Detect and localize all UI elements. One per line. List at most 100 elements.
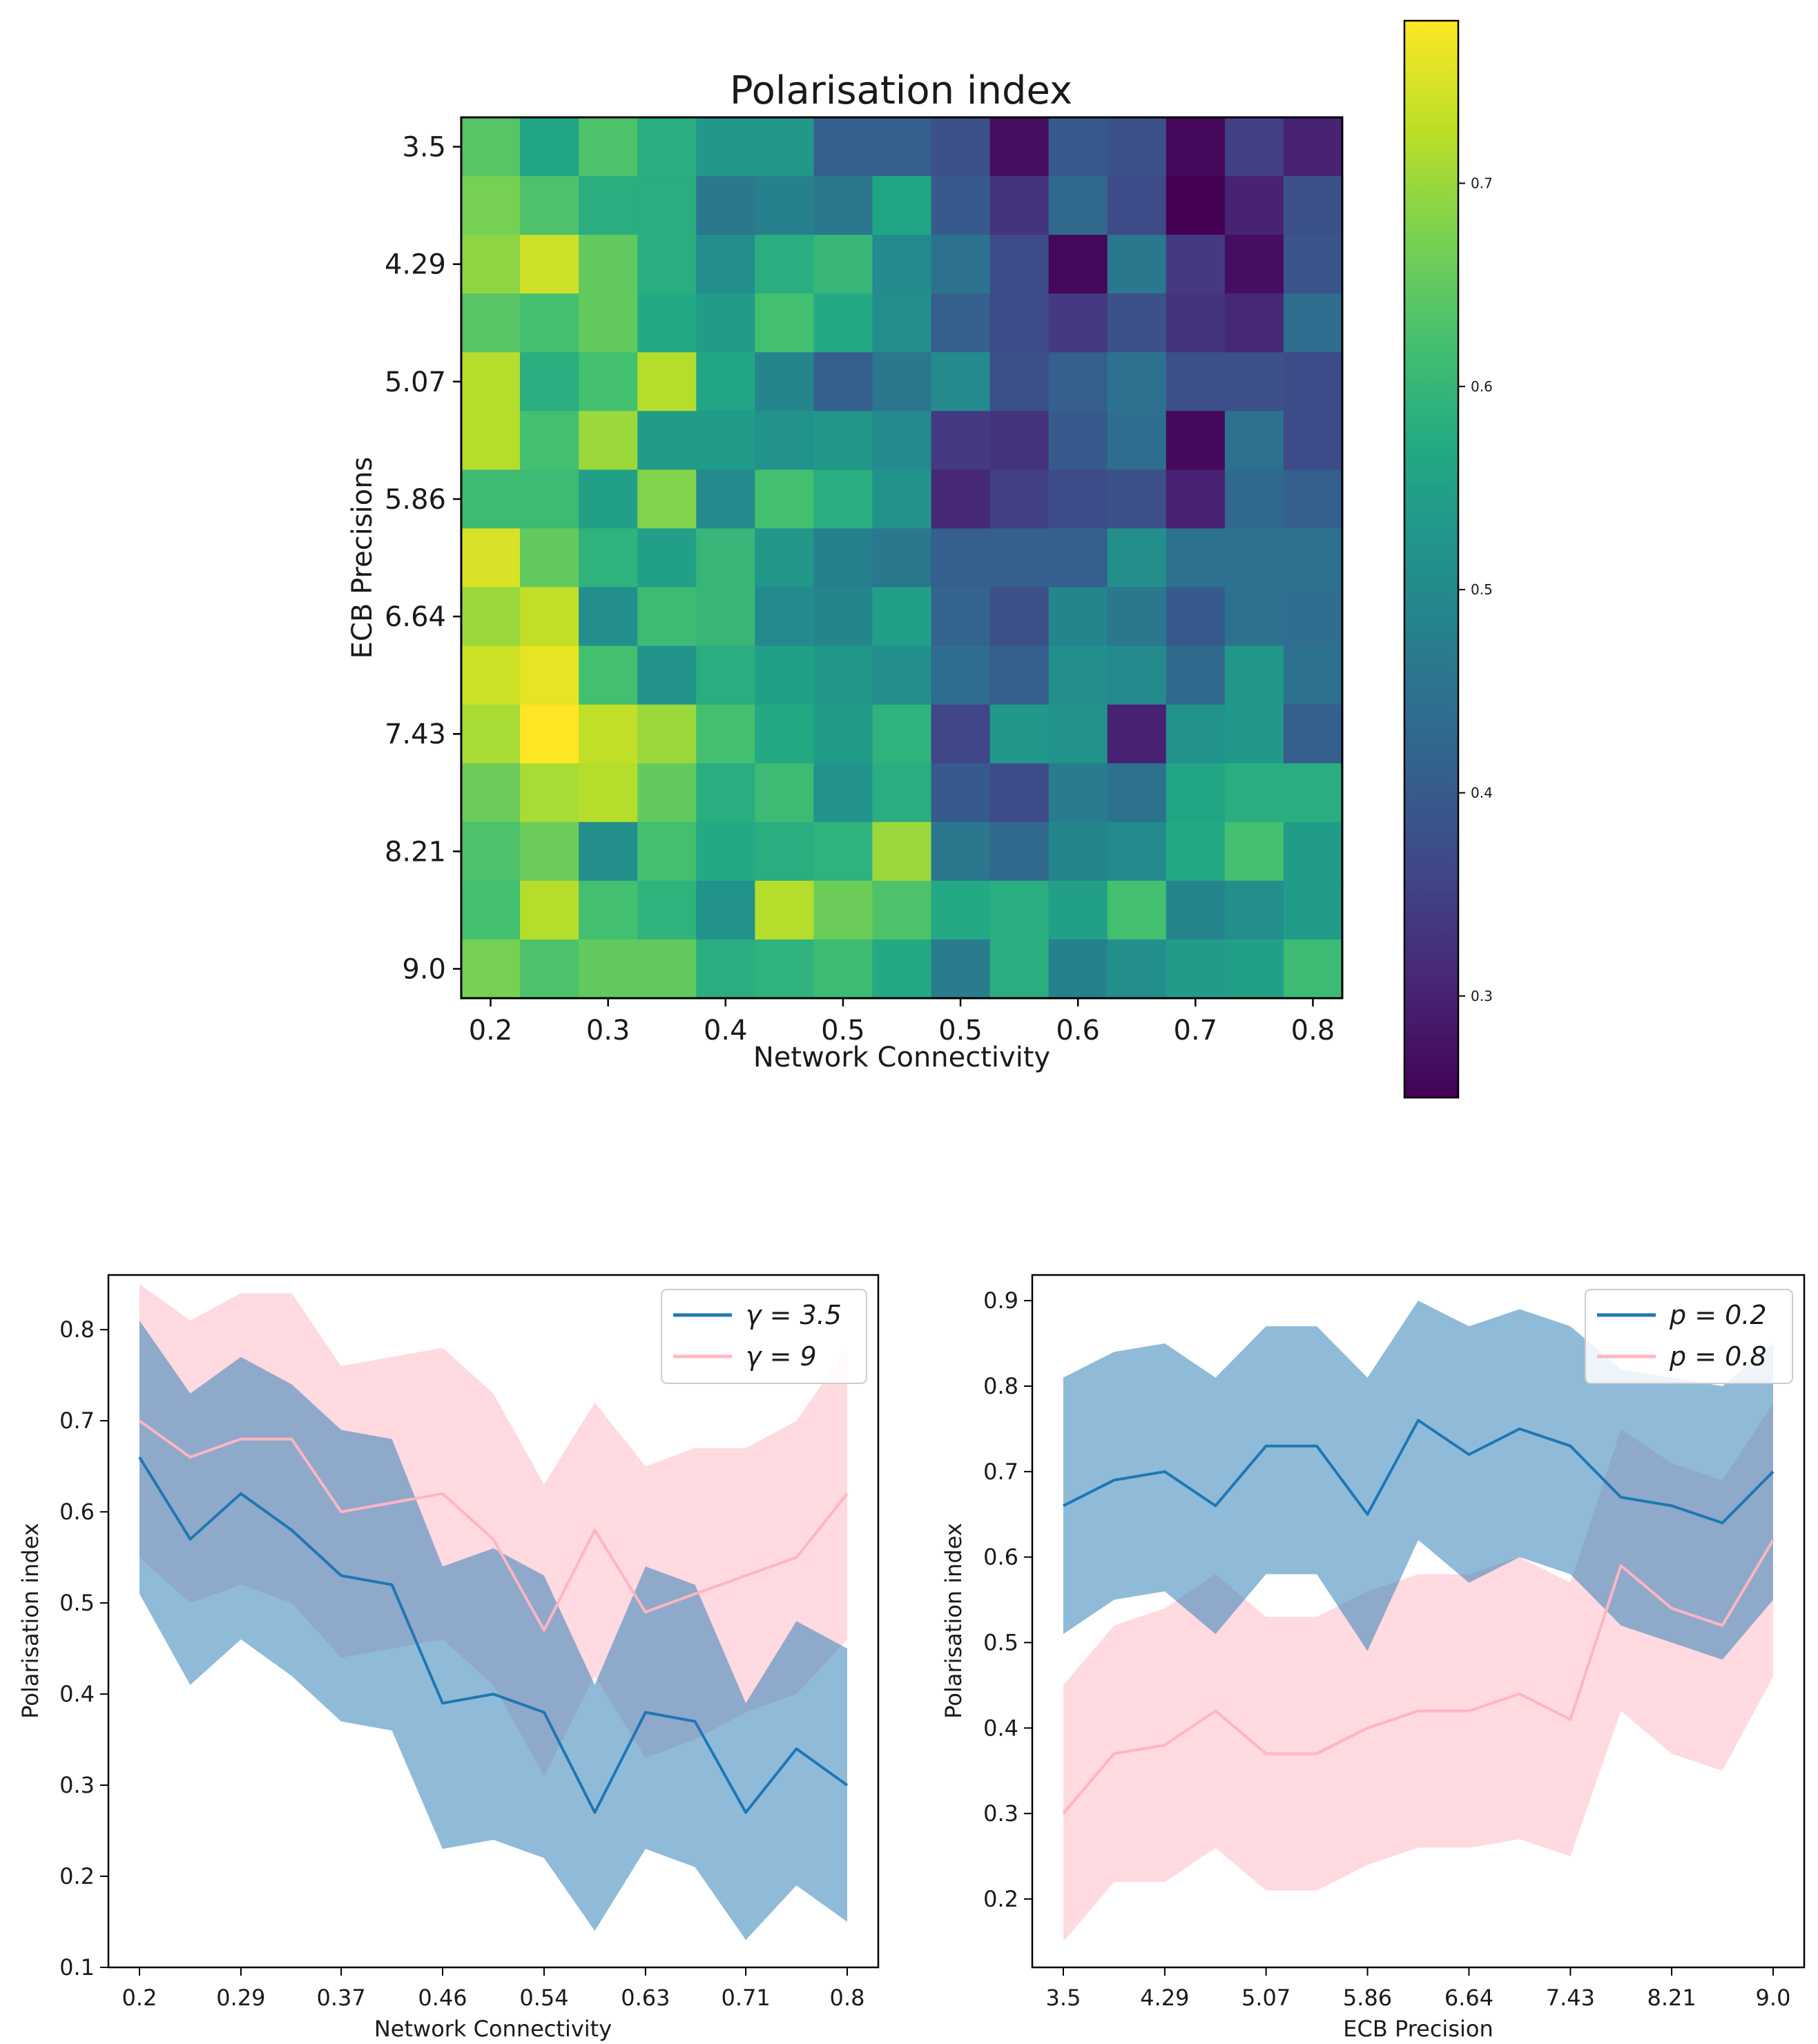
- heatmap-cell: [461, 411, 521, 470]
- heatmap-y-tick-label: 6.64: [385, 601, 446, 633]
- right-plot-y-ticks: 0.2 0.3 0.4 0.5 0.6 0.7 0.8 0.9: [983, 1287, 1032, 1912]
- right-plot-x-tick-label: 4.29: [1140, 1985, 1189, 2011]
- left-plot-y-tick-label: 0.7: [59, 1408, 95, 1434]
- heatmap-cell: [989, 763, 1050, 823]
- heatmap-cell: [1224, 469, 1284, 529]
- heatmap-cell: [520, 939, 579, 999]
- heatmap-cell: [1166, 469, 1226, 529]
- heatmap-cell: [1107, 587, 1167, 647]
- heatmap-cell: [931, 176, 991, 235]
- heatmap-cell: [461, 235, 521, 294]
- right-plot-x-tick-label: 5.07: [1241, 1985, 1290, 2011]
- heatmap-cell: [1224, 352, 1284, 411]
- right-plot-y-tick-label: 0.9: [983, 1287, 1018, 1314]
- heatmap-cell: [755, 587, 814, 647]
- left-plot-y-tick-label: 0.6: [59, 1499, 95, 1525]
- heatmap-y-tick-label: 5.86: [385, 484, 446, 516]
- heatmap-cell: [872, 235, 932, 294]
- heatmap-cell: [1166, 645, 1226, 705]
- heatmap-cell: [1107, 176, 1167, 235]
- heatmap-cell: [637, 293, 697, 353]
- heatmap-cell: [1107, 880, 1167, 940]
- heatmap-x-ticks: 0.2 0.3 0.4 0.5 0.5 0.6 0.7 0.8: [469, 998, 1335, 1047]
- heatmap-cell: [637, 939, 697, 999]
- right-plot-legend: p = 0.2 p = 0.8: [1585, 1289, 1793, 1384]
- colorbar: 0.3 0.4 0.5 0.6 0.7: [1403, 19, 1493, 1099]
- heatmap-cell: [461, 352, 521, 411]
- right-plot-y-axis-label: Polarisation index: [940, 1523, 967, 1719]
- heatmap-cell: [989, 352, 1050, 411]
- left-line-plot: 0.2 0.29 0.37 0.46 0.54 0.63 0.71 0.8 0.1 0.2 0.3…: [17, 1274, 880, 2042]
- heatmap-cell: [1283, 469, 1343, 529]
- heatmap-cell: [1283, 645, 1343, 705]
- heatmap-cell: [872, 763, 932, 823]
- heatmap-cell: [579, 117, 638, 177]
- heatmap-cell: [755, 235, 814, 294]
- heatmap-cell: [696, 176, 755, 235]
- heatmap-cell: [1107, 117, 1167, 177]
- colorbar-tick-label: 0.3: [1471, 988, 1493, 1004]
- right-plot-frame: [1031, 1274, 1806, 1969]
- heatmap-cell: [813, 880, 873, 940]
- heatmap-cell: [931, 763, 991, 823]
- right-plot-y-tick-label: 0.3: [983, 1800, 1018, 1827]
- heatmap-cell: [813, 821, 873, 882]
- left-plot-x-tick-label: 0.37: [317, 1985, 366, 2011]
- heatmap-cell: [1107, 528, 1167, 588]
- heatmap-cell: [1048, 176, 1108, 235]
- heatmap-cell: [872, 645, 932, 705]
- heatmap-cell: [579, 411, 638, 470]
- heatmap-cell: [520, 704, 579, 764]
- heatmap-cell: [637, 176, 697, 235]
- right-legend-label-blue: p = 0.2: [1669, 1300, 1767, 1330]
- heatmap-cell: [1166, 528, 1226, 588]
- heatmap-cell: [579, 176, 638, 235]
- heatmap-cell: [461, 821, 521, 882]
- right-plot-x-tick-label: 7.43: [1546, 1985, 1595, 2011]
- heatmap-cell: [461, 939, 521, 999]
- heatmap-cell: [813, 352, 873, 411]
- heatmap-cell: [1224, 763, 1284, 823]
- heatmap-cell: [1283, 587, 1343, 647]
- heatmap-cell: [1107, 469, 1167, 529]
- heatmap-cell: [872, 939, 932, 999]
- right-plot-lines: [1062, 1419, 1775, 1815]
- heatmap-cell: [872, 587, 932, 647]
- heatmap-cell: [637, 235, 697, 294]
- heatmap-cell: [755, 411, 814, 470]
- heatmap-x-tick-label: 0.5: [938, 1015, 983, 1047]
- heatmap-cell: [931, 645, 991, 705]
- heatmap-cell: [1224, 176, 1284, 235]
- heatmap-cell: [755, 880, 814, 940]
- heatmap-cell: [637, 645, 697, 705]
- left-legend-box: [661, 1289, 867, 1384]
- heatmap-cell: [989, 176, 1050, 235]
- heatmap-cell: [989, 821, 1050, 882]
- heatmap-y-tick-label: 7.43: [385, 719, 446, 750]
- heatmap-cell: [1166, 411, 1226, 470]
- heatmap-cell: [989, 704, 1050, 764]
- heatmap-cell: [1166, 939, 1226, 999]
- heatmap-cell: [931, 821, 991, 882]
- heatmap-cell: [696, 117, 755, 177]
- heatmap-cell: [579, 704, 638, 764]
- heatmap-cell: [755, 645, 814, 705]
- right-plot-confidence-band: [1063, 1301, 1773, 1660]
- heatmap-cell: [1166, 176, 1226, 235]
- heatmap-cell: [520, 763, 579, 823]
- heatmap-cell: [1224, 587, 1284, 647]
- heatmap-cell: [1107, 821, 1167, 882]
- heatmap-x-tick-label: 0.6: [1056, 1015, 1100, 1047]
- heatmap-cell: [1166, 763, 1226, 823]
- right-legend-box: [1585, 1289, 1793, 1384]
- heatmap-cell: [461, 469, 521, 529]
- heatmap-cell: [696, 821, 755, 882]
- heatmap-cell: [637, 117, 697, 177]
- left-plot-y-tick-label: 0.2: [59, 1863, 95, 1889]
- heatmap-cell: [813, 293, 873, 353]
- heatmap-cell: [1107, 939, 1167, 999]
- heatmap-cell: [579, 821, 638, 882]
- heatmap-cell: [755, 763, 814, 823]
- heatmap-cell: [1048, 704, 1108, 764]
